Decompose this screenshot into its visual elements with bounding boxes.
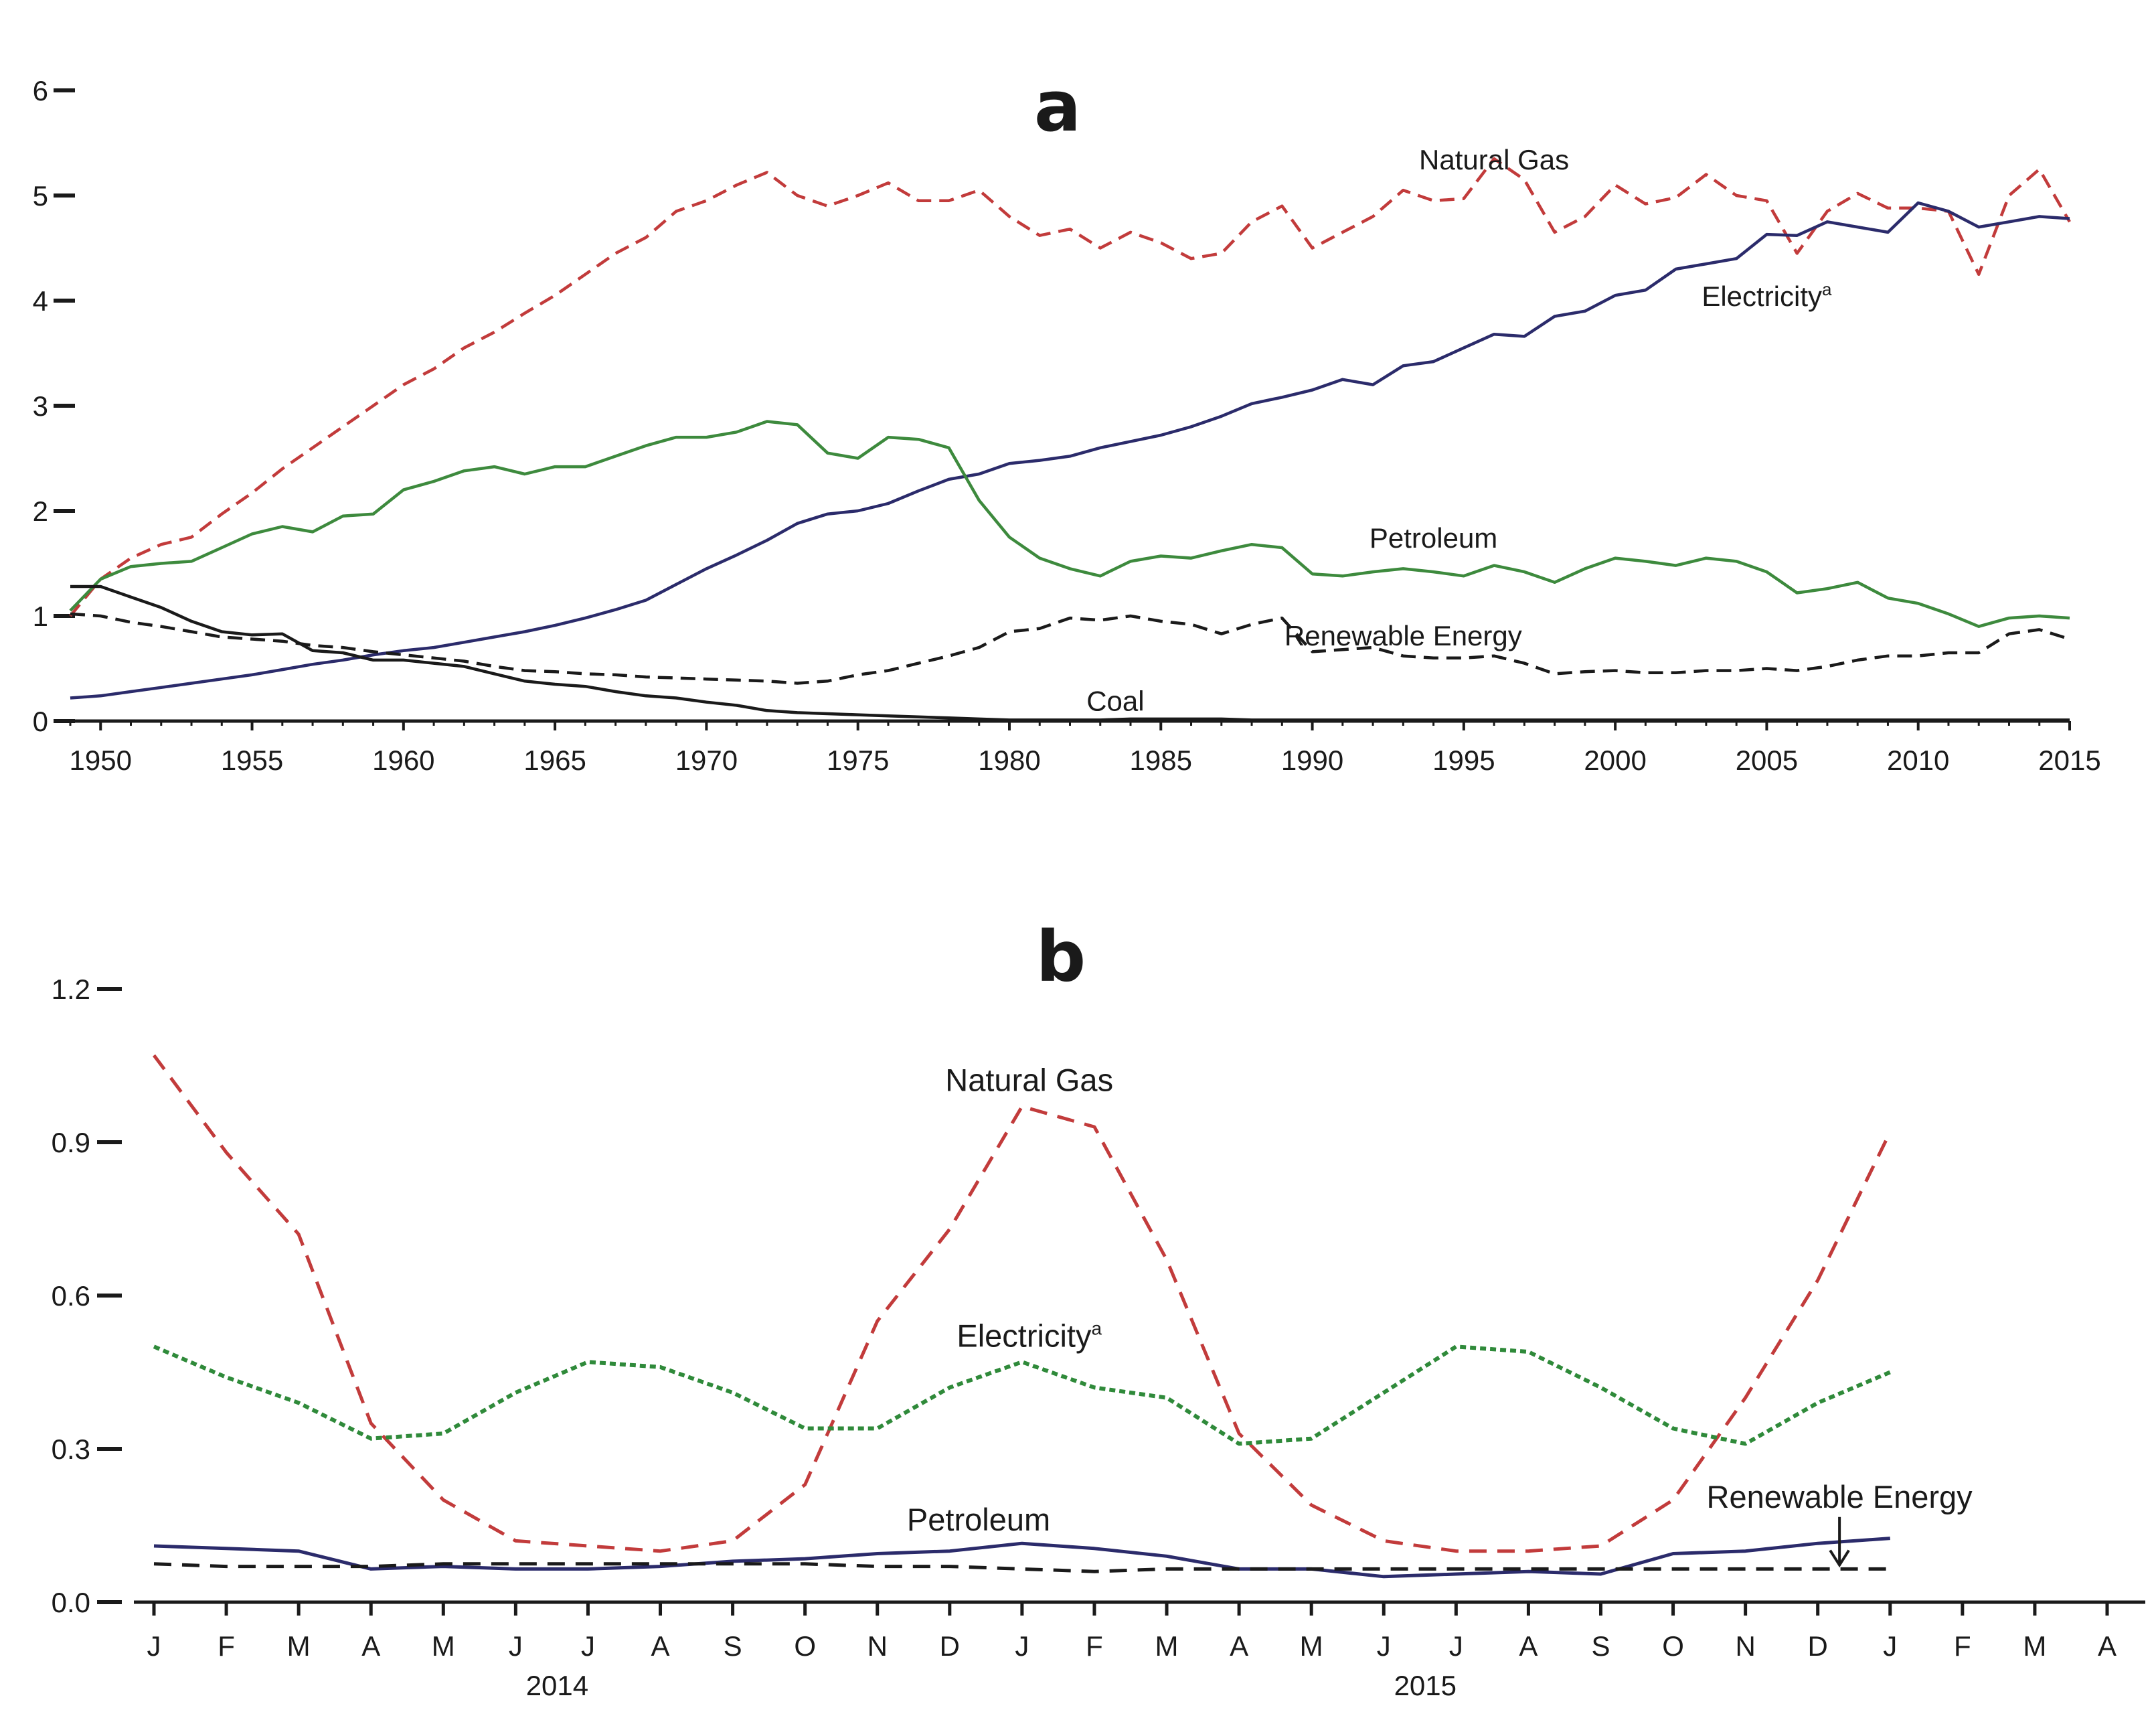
- panel-b-y-tick-label: 0.0: [52, 1587, 90, 1618]
- series-name: Coal: [1086, 685, 1144, 716]
- panel-b-series-renewable-energy: [153, 1562, 1890, 1573]
- series-name: Petroleum: [907, 1502, 1050, 1537]
- panel-b-x-tick-label: J: [581, 1630, 595, 1662]
- panel-b-series-natural-gas: [152, 1054, 1892, 1553]
- panel-a-x-tick-label: 1955: [221, 745, 283, 776]
- panel-a-x-tick-label: 1960: [372, 745, 434, 776]
- series-name: Natural Gas: [1419, 144, 1569, 175]
- panel-b-x-tick-label: J: [1449, 1630, 1463, 1662]
- panel-b-x-tick-label: J: [147, 1630, 161, 1662]
- panel-b-x-tick-label: N: [1735, 1630, 1755, 1662]
- chart-panel-b: b 0.0 0.3 0.6 0.9 1.2 J F M A M J J A S O N D J F M A M J J A S O N D…: [52, 916, 2145, 1701]
- panel-a-x-tick-label: 2005: [1736, 745, 1798, 776]
- series-superscript: a: [1091, 1318, 1102, 1338]
- panel-a-x-tick-label: 1985: [1130, 745, 1192, 776]
- panel-b-x-tick-label: S: [1591, 1630, 1610, 1662]
- panel-b-series-electricity: [153, 1344, 1891, 1446]
- panel-b-x-tick-label: M: [2023, 1630, 2046, 1662]
- panel-b-x-tick-label: A: [651, 1630, 670, 1662]
- panel-b-x-tick-label: O: [794, 1630, 816, 1662]
- panel-a-series-label: Coal: [1086, 685, 1144, 716]
- panel-b-x-tick-label: J: [1883, 1630, 1897, 1662]
- panel-a-x-tick-label: 2000: [1584, 745, 1646, 776]
- panel-b-year-label: 2015: [1394, 1670, 1457, 1701]
- panel-a-x-tick-label: 1950: [70, 745, 132, 776]
- panel-b-x-tick-label: D: [940, 1630, 960, 1662]
- series-name: Renewable Energy: [1707, 1479, 1973, 1514]
- panel-b-x-tick-label: J: [509, 1630, 523, 1662]
- panel-a-series-natural-gas: [69, 157, 2071, 617]
- panel-a-series-label: Petroleum: [1370, 522, 1497, 554]
- series-name: Electricity: [957, 1318, 1092, 1353]
- panel-a-x-tick-label: 2010: [1887, 745, 1949, 776]
- panel-a-y-tick-label: 2: [33, 495, 48, 527]
- panel-a-y-tick-label: 3: [33, 390, 48, 422]
- panel-b-x-tick-label: N: [867, 1630, 888, 1662]
- panel-b-series-petroleum: [153, 1537, 1890, 1579]
- panel-b-x-tick-label: A: [1519, 1630, 1538, 1662]
- panel-b-x-tick-label: M: [432, 1630, 455, 1662]
- panel-a-y-tick-label: 4: [33, 285, 48, 317]
- panel-b-letter: b: [1036, 916, 1086, 998]
- panel-b-y-tick-label: 0.3: [52, 1433, 90, 1465]
- panel-a-series-petroleum: [69, 420, 2070, 628]
- panel-a-series-label: Renewable Energy: [1284, 620, 1522, 651]
- panel-b-x-tick-label: F: [1954, 1630, 1971, 1662]
- panel-b-x-tick-label: M: [287, 1630, 311, 1662]
- series-superscript: a: [1822, 279, 1832, 299]
- panel-a-x-tick-label: 2015: [2038, 745, 2100, 776]
- panel-b-y-tick-label: 0.9: [52, 1127, 90, 1158]
- panel-b-x-tick-label: D: [1808, 1630, 1828, 1662]
- panel-b-x-tick-label: O: [1662, 1630, 1684, 1662]
- panel-b-x-tick-label: S: [724, 1630, 742, 1662]
- panel-a-x-tick-label: 1970: [675, 745, 738, 776]
- panel-b-series-label: Natural Gas: [945, 1063, 1113, 1098]
- panel-b-series-label: Petroleum: [907, 1502, 1050, 1537]
- panel-a-letter: a: [1034, 66, 1081, 147]
- panel-a-y-tick-label: 1: [33, 601, 48, 632]
- panel-b-x-tick-label: M: [1300, 1630, 1323, 1662]
- panel-a-y-tick-label: 6: [33, 75, 48, 106]
- panel-a-x-tick-label: 1980: [978, 745, 1040, 776]
- panel-a-y-tick-label: 5: [33, 180, 48, 212]
- chart-panel-a: a 0 1 2 3 4 5 6 1950 1955 1960 1965 1970 1975 1980 1985…: [33, 66, 2101, 776]
- panel-a-series-label: Natural Gas: [1419, 144, 1569, 175]
- panel-a-series-electricity: [70, 201, 2070, 700]
- panel-a-x-tick-label: 1975: [827, 745, 889, 776]
- series-name: Electricity: [1702, 281, 1822, 312]
- panel-a-x-tick-label: 1995: [1432, 745, 1495, 776]
- panel-b-year-label: 2014: [526, 1670, 588, 1701]
- panel-b-x-tick-label: M: [1155, 1630, 1179, 1662]
- panel-b-series-label: Renewable Energy: [1707, 1479, 1973, 1514]
- panel-b-y-tick-label: 1.2: [52, 973, 90, 1005]
- panel-b-x-tick-label: A: [1230, 1630, 1248, 1662]
- panel-a-y-tick-label: 0: [33, 706, 48, 737]
- panel-b-x-tick-label: A: [2098, 1630, 2117, 1662]
- panel-a-x-tick-label: 1965: [523, 745, 586, 776]
- panel-a-x-tick-label: 1990: [1281, 745, 1343, 776]
- panel-b-x-tick-label: F: [1086, 1630, 1103, 1662]
- panel-b-y-tick-label: 0.6: [52, 1280, 90, 1312]
- panel-a-series-label: Electricitya: [1702, 279, 1832, 312]
- panel-b-x-tick-label: J: [1377, 1630, 1391, 1662]
- renewable-arrow-head: [1829, 1549, 1850, 1568]
- series-name: Natural Gas: [945, 1063, 1113, 1098]
- panel-b-x-tick-label: A: [361, 1630, 380, 1662]
- panel-b-x-tick-label: F: [218, 1630, 235, 1662]
- panel-a-series-renewable-energy: [70, 612, 2070, 685]
- panel-b-x-tick-label: J: [1015, 1630, 1029, 1662]
- series-name: Renewable Energy: [1284, 620, 1522, 651]
- series-name: Petroleum: [1370, 522, 1497, 554]
- panel-a-series-coal: [70, 584, 2070, 722]
- panel-b-series-label: Electricitya: [957, 1318, 1102, 1353]
